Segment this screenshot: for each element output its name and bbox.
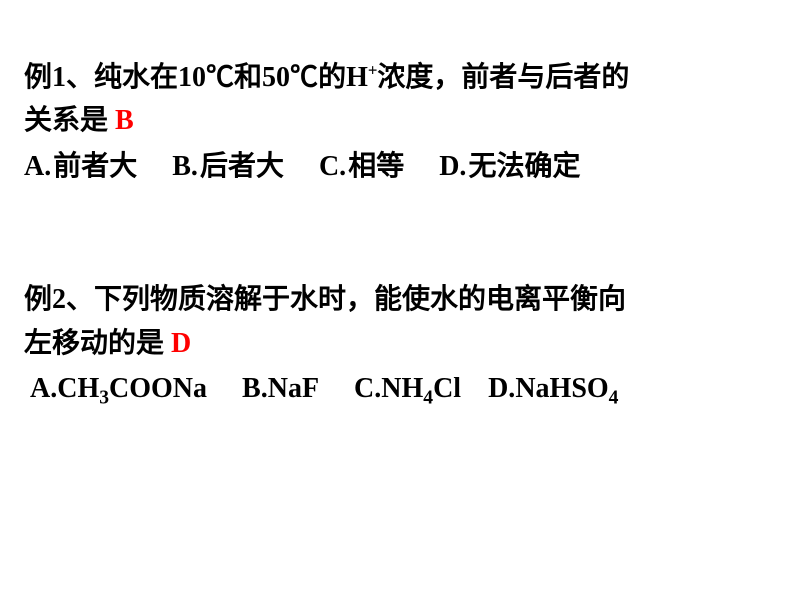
q1-optC-label: C. (319, 151, 346, 182)
q1-optB-label: B. (172, 151, 198, 182)
q2-prefix: 例2、下列物质溶解于水时，能使水的电离平衡向 (24, 284, 626, 315)
q1-mid1: 和 (234, 62, 262, 93)
q1-deg1: ℃ (206, 62, 234, 93)
q2-options: A.CH3COONa B.NaF C.NH4Cl D.NaHSO4 (30, 367, 770, 414)
q1-prefix: 例1、纯水在 (24, 62, 178, 93)
q1-answer: B (115, 105, 134, 136)
q1-optC-text: 相等 (348, 151, 404, 182)
q1-optB-text: 后者大 (200, 151, 284, 182)
q1-t2: 50 (262, 62, 290, 93)
question-2: 例2、下列物质溶解于水时，能使水的电离平衡向 左移动的是 D A.CH3COON… (24, 278, 770, 414)
q2-optA-s1: 3 (99, 388, 109, 409)
q1-stem: 例1、纯水在10℃和50℃的H+浓度，前者与后者的 (24, 56, 770, 99)
q1-deg2: ℃ (290, 62, 318, 93)
q1-optD-text: 无法确定 (468, 151, 580, 182)
q2-optA-p2: COONa (109, 373, 207, 404)
q2-optD-label: D. (488, 373, 515, 404)
q1-mid3: 浓度，前者与后者的 (377, 62, 629, 93)
q2-option-C: C.NH4Cl (354, 373, 468, 404)
q2-optB-p1: NaF (268, 373, 319, 404)
q1-option-C: C.相等 (319, 151, 404, 182)
q1-optD-label: D. (439, 151, 466, 182)
q2-optD-s1: 4 (609, 388, 619, 409)
q1-options: A.前者大 B.后者大 C.相等 D.无法确定 (24, 145, 770, 188)
page: 例1、纯水在10℃和50℃的H+浓度，前者与后者的 关系是 B A.前者大 B.… (0, 0, 794, 596)
q2-optB-label: B. (242, 373, 268, 404)
q1-mid2: 的 (318, 62, 346, 93)
q2-answer: D (171, 328, 191, 359)
q1-optA-text: 前者大 (53, 151, 137, 182)
q1-optA-label: A. (24, 151, 51, 182)
q2-optD-p1: NaHSO (515, 373, 608, 404)
q2-line2: 左移动的是 D (24, 322, 770, 365)
q1-line2-prefix: 关系是 (24, 105, 108, 136)
q1-line2: 关系是 B (24, 99, 770, 142)
q1-option-A: A.前者大 (24, 151, 137, 182)
q2-optC-s1: 4 (423, 388, 433, 409)
q2-option-A: A.CH3COONa (30, 373, 214, 404)
q2-optC-p2: Cl (433, 373, 461, 404)
q2-optC-label: C. (354, 373, 381, 404)
q2-option-D: D.NaHSO4 (488, 373, 618, 404)
q2-optA-label: A. (30, 373, 57, 404)
q1-H: H (346, 62, 368, 93)
q2-optA-p1: CH (57, 373, 99, 404)
q1-plus: + (368, 61, 378, 80)
q2-line2-prefix: 左移动的是 (24, 328, 164, 359)
q1-option-B: B.后者大 (172, 151, 284, 182)
q1-t1: 10 (178, 62, 206, 93)
q1-option-D: D.无法确定 (439, 151, 580, 182)
q2-stem: 例2、下列物质溶解于水时，能使水的电离平衡向 (24, 278, 770, 321)
q2-optC-p1: NH (381, 373, 423, 404)
question-1: 例1、纯水在10℃和50℃的H+浓度，前者与后者的 关系是 B A.前者大 B.… (24, 56, 770, 188)
q2-option-B: B.NaF (242, 373, 326, 404)
